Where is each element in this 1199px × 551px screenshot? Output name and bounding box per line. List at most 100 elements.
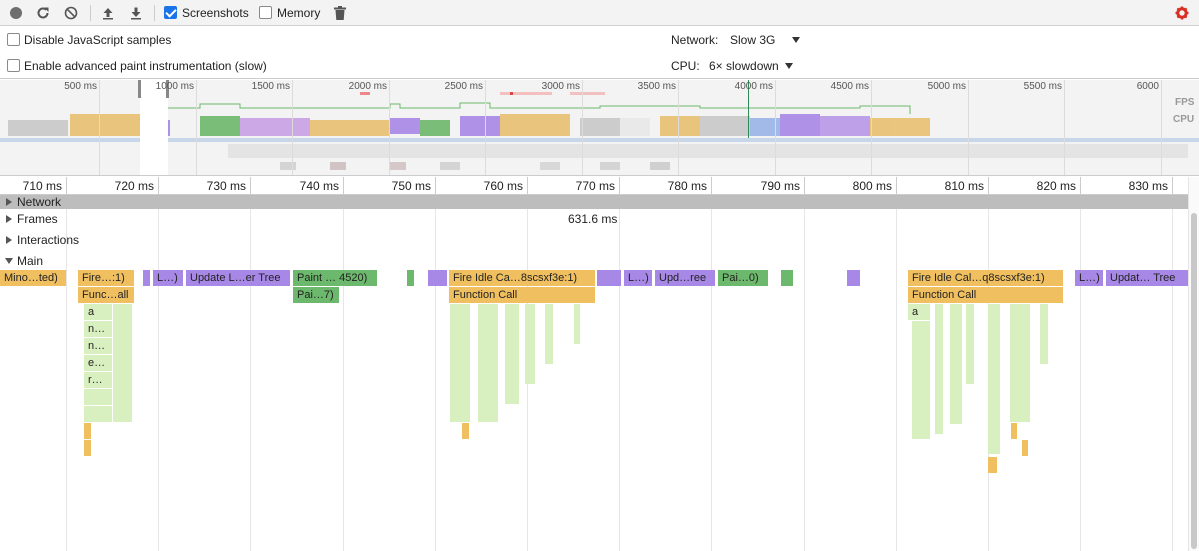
ruler-grid-line	[527, 177, 528, 195]
main-track-header[interactable]: Main	[0, 251, 1188, 271]
chevron-down-icon[interactable]	[785, 63, 793, 69]
main-event[interactable]: n…	[84, 321, 112, 337]
main-event[interactable]: L…)	[153, 270, 183, 286]
clear-icon[interactable]	[62, 4, 80, 22]
main-event[interactable]	[988, 304, 1000, 454]
main-event[interactable]: Pai…7)	[293, 287, 339, 303]
main-event[interactable]	[912, 321, 930, 439]
record-icon[interactable]	[7, 4, 25, 22]
interactions-track-header[interactable]: Interactions	[0, 230, 1188, 250]
main-event[interactable]: Mino…ted)	[0, 270, 66, 286]
detail-time-ruler: 710 ms 720 ms 730 ms 740 ms 750 ms 760 ms 770 …	[0, 177, 1199, 195]
gear-icon[interactable]	[1173, 4, 1191, 22]
overview-grid-line	[196, 80, 197, 175]
trash-icon[interactable]	[331, 4, 349, 22]
main-event[interactable]	[84, 423, 91, 439]
interactions-track-label: Interactions	[17, 233, 80, 247]
overview-tick-label: 3500 ms	[637, 81, 676, 92]
ruler-tick-label: 790 ms	[760, 179, 800, 193]
upload-icon[interactable]	[99, 4, 117, 22]
main-event[interactable]: a	[84, 304, 112, 320]
main-event[interactable]	[525, 304, 535, 384]
main-event[interactable]	[847, 270, 860, 286]
main-event[interactable]	[781, 270, 793, 286]
timeline-overview[interactable]: 500 ms 1000 ms 1500 ms 2000 ms 2500 ms 3000 m…	[0, 80, 1199, 176]
main-event[interactable]: n…	[84, 338, 112, 354]
main-event[interactable]	[1022, 440, 1028, 456]
main-event[interactable]	[407, 270, 414, 286]
main-event[interactable]	[988, 457, 997, 473]
expand-arrow-icon[interactable]	[6, 215, 12, 223]
main-event[interactable]	[428, 270, 447, 286]
toolbar: Screenshots Memory	[0, 0, 1199, 26]
main-event[interactable]: Function Call	[908, 287, 1063, 303]
flame-grid-line	[435, 195, 436, 551]
network-throttle-select[interactable]: Slow 3G	[730, 33, 776, 47]
frames-track-header[interactable]: Frames 631.6 ms	[0, 209, 1188, 229]
vertical-scrollbar[interactable]	[1188, 177, 1199, 551]
main-event[interactable]	[84, 406, 112, 422]
chevron-down-icon[interactable]	[792, 37, 800, 43]
main-event[interactable]: Updat… Tree	[1106, 270, 1188, 286]
main-event[interactable]	[597, 270, 621, 286]
main-event[interactable]	[505, 304, 519, 404]
main-event[interactable]	[462, 423, 469, 439]
main-event[interactable]	[450, 304, 470, 422]
main-event[interactable]: a	[908, 304, 930, 320]
ruler-grid-line	[1172, 177, 1173, 195]
main-event[interactable]	[574, 304, 580, 344]
overview-tick-label: 4500 ms	[830, 81, 869, 92]
scrollbar-thumb[interactable]	[1191, 213, 1197, 549]
cpu-throttle-label: CPU:	[671, 59, 700, 73]
main-event[interactable]: e…	[84, 355, 112, 371]
main-event[interactable]: Function Call	[449, 287, 595, 303]
main-event[interactable]	[1011, 423, 1017, 439]
download-icon[interactable]	[127, 4, 145, 22]
disable-js-samples-label: Disable JavaScript samples	[24, 33, 172, 47]
advanced-paint-checkbox[interactable]	[7, 59, 20, 72]
main-event[interactable]: Fire…:1)	[78, 270, 134, 286]
main-event[interactable]: Fire Idle Ca…8scsxf3e:1)	[449, 270, 595, 286]
overview-grid-line	[968, 80, 969, 175]
reload-icon[interactable]	[34, 4, 52, 22]
main-event[interactable]	[113, 304, 132, 422]
main-event[interactable]	[1040, 304, 1048, 364]
expand-arrow-icon[interactable]	[6, 198, 12, 206]
collapse-arrow-icon[interactable]	[5, 258, 13, 264]
main-event[interactable]: r…	[84, 372, 112, 388]
main-event[interactable]: L…)	[624, 270, 652, 286]
main-event[interactable]: Upd…ree	[655, 270, 715, 286]
flame-grid-line	[619, 195, 620, 551]
main-event[interactable]	[545, 304, 553, 364]
memory-label: Memory	[277, 6, 321, 20]
ruler-tick-label: 770 ms	[575, 179, 615, 193]
main-event[interactable]	[143, 270, 150, 286]
network-track-header[interactable]: Network	[0, 195, 1188, 209]
main-event[interactable]	[84, 440, 91, 456]
main-event[interactable]	[1010, 304, 1030, 422]
cpu-throttle-select[interactable]: 6× slowdown	[709, 59, 779, 73]
flame-chart[interactable]: Network Frames 631.6 ms Interactions Mai…	[0, 195, 1188, 551]
flame-grid-line	[66, 195, 67, 551]
main-event[interactable]: Pai…0)	[718, 270, 768, 286]
expand-arrow-icon[interactable]	[6, 236, 12, 244]
screenshots-checkbox[interactable]	[164, 6, 177, 19]
overview-tick-label: 1500 ms	[251, 81, 290, 92]
flame-grid-line	[804, 195, 805, 551]
main-event[interactable]: Func…all	[78, 287, 134, 303]
main-event[interactable]	[966, 304, 974, 384]
main-event[interactable]: L…)	[1075, 270, 1103, 286]
main-event[interactable]: Paint … 4520)	[293, 270, 377, 286]
main-event[interactable]: Update L…er Tree	[186, 270, 290, 286]
main-event[interactable]	[478, 304, 498, 422]
overview-grid-line	[485, 80, 486, 175]
capture-settings-pane: Disable JavaScript samples Enable advanc…	[0, 27, 1199, 79]
main-event[interactable]: Fire Idle Cal…q8scsxf3e:1)	[908, 270, 1063, 286]
flame-grid-line	[1080, 195, 1081, 551]
main-event[interactable]	[950, 304, 962, 424]
main-event[interactable]	[935, 304, 943, 434]
memory-checkbox[interactable]	[259, 6, 272, 19]
ruler-grid-line	[158, 177, 159, 195]
disable-js-samples-checkbox[interactable]	[7, 33, 20, 46]
main-event[interactable]	[84, 389, 112, 405]
